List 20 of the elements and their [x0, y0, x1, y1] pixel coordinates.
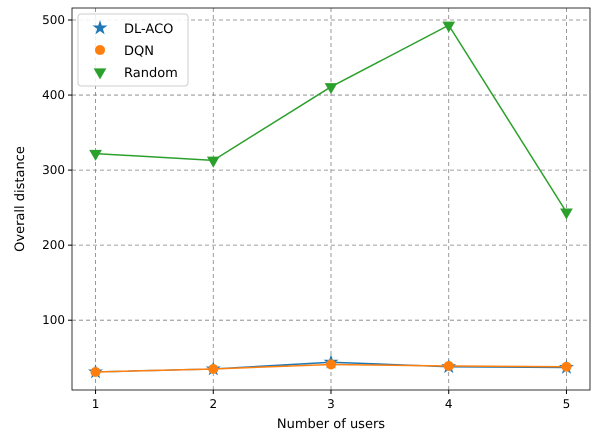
legend-label: DL-ACO: [124, 22, 174, 37]
y-tick-label: 400: [42, 88, 65, 102]
x-tick-label: 4: [444, 397, 453, 411]
y-axis-title: Overall distance: [13, 146, 28, 252]
point: [560, 208, 573, 220]
x-tick-label: 1: [92, 397, 100, 411]
point: [442, 22, 456, 33]
y-tick-label: 500: [42, 13, 65, 28]
point: [324, 83, 338, 94]
y-tick-label: 100: [42, 313, 65, 328]
x-axis-title: Number of users: [276, 417, 386, 432]
legend-label: DQN: [124, 44, 154, 59]
x-tick-label: 3: [327, 397, 335, 411]
point: [89, 150, 102, 161]
y-tick-label: 200: [42, 238, 65, 252]
x-tick-label: 2: [209, 397, 218, 411]
y-tick-label: 300: [42, 163, 65, 178]
point: [206, 156, 220, 168]
legend-label: Random: [124, 66, 178, 81]
x-tick-label: 5: [562, 397, 570, 411]
